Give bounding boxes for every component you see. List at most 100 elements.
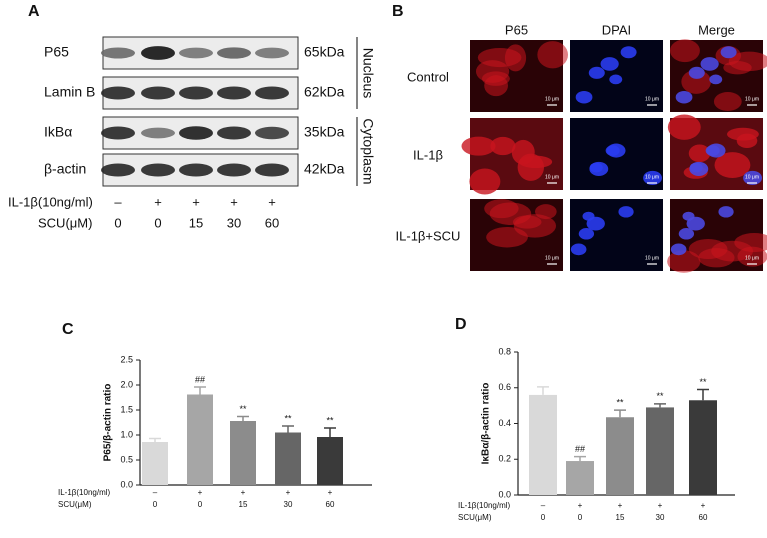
significance: ** — [699, 377, 707, 387]
blot-band — [179, 47, 213, 59]
nucleus — [643, 170, 663, 185]
size-label: 42kDa — [304, 161, 345, 177]
significance: ** — [656, 391, 664, 401]
treatment-value: + — [230, 194, 238, 209]
column-label: DPAI — [602, 22, 631, 37]
scale-label: 10 μm — [545, 174, 559, 180]
cell-stain — [481, 71, 510, 86]
protein-label: IkBα — [44, 124, 72, 140]
error-bar — [324, 427, 336, 437]
blot-band — [217, 163, 251, 177]
bar — [275, 432, 301, 485]
size-label: 35kDa — [304, 124, 345, 140]
treatment-value: + — [241, 488, 246, 497]
blot-band — [179, 86, 213, 100]
bar — [187, 394, 213, 485]
treatment-value: – — [153, 488, 158, 497]
treatment-value: 30 — [284, 500, 293, 509]
cell-stain — [713, 91, 742, 111]
cell-stain — [461, 136, 496, 156]
treatment-value: + — [192, 194, 200, 209]
blot-band — [217, 126, 251, 140]
cell-stain — [490, 136, 516, 156]
y-axis-label: IκBα/β-actin ratio — [481, 383, 492, 465]
treatment-value: 30 — [656, 513, 665, 522]
nucleus — [718, 206, 734, 218]
blot-band — [179, 163, 213, 177]
scale-label: 10 μm — [645, 174, 659, 180]
cell-stain — [477, 47, 522, 68]
treatment-name: IL-1β(10ng/ml) — [458, 501, 511, 510]
treatment-value: + — [286, 488, 291, 497]
y-tick-label: 0.5 — [120, 454, 133, 464]
blot-band — [141, 86, 175, 100]
nucleus — [743, 170, 763, 185]
bar — [230, 421, 256, 485]
cell-stain — [734, 233, 767, 253]
treatment-value: 15 — [189, 215, 203, 230]
blot-band — [255, 163, 289, 177]
bar — [606, 417, 634, 495]
significance: ** — [326, 415, 334, 425]
cell-stain — [667, 250, 701, 273]
bar — [529, 394, 557, 495]
treatment-value: 60 — [326, 500, 335, 509]
cell-stain — [727, 127, 759, 141]
nucleus — [688, 66, 705, 79]
y-tick-label: 0.0 — [120, 479, 133, 489]
scale-label: 10 μm — [745, 255, 759, 261]
y-tick-label: 1.5 — [120, 404, 133, 414]
blot-band — [179, 126, 213, 140]
treatment-value: 0 — [153, 500, 158, 509]
cell-stain — [669, 39, 700, 63]
size-label: 65kDa — [304, 44, 345, 60]
blot-band — [101, 163, 135, 177]
blot-band — [217, 86, 251, 100]
row-label: IL-1β+SCU — [396, 228, 461, 243]
blot-band — [255, 47, 289, 59]
scale-label: 10 μm — [645, 255, 659, 261]
protein-label: P65 — [44, 44, 69, 60]
treatment-value: 30 — [227, 215, 241, 230]
treatment-value: – — [541, 501, 546, 510]
bar — [142, 442, 168, 485]
treatment-value: 0 — [154, 215, 161, 230]
treatment-name: SCU(μM) — [58, 500, 92, 509]
blot-band — [255, 86, 289, 100]
treatment-value: 15 — [616, 513, 625, 522]
treatment-value: – — [114, 194, 122, 209]
treatment-value: + — [658, 501, 663, 510]
bar — [689, 400, 717, 495]
error-bar — [614, 409, 626, 418]
error-bar — [697, 388, 709, 401]
error-bar — [194, 386, 206, 395]
error-bar — [237, 415, 249, 421]
y-tick-label: 0.4 — [498, 418, 511, 428]
treatment-name: SCU(μM) — [38, 215, 92, 230]
panel-label: A — [28, 3, 40, 20]
cell-stain — [511, 139, 535, 165]
cell-stain — [667, 114, 701, 140]
panel-label: C — [62, 321, 74, 338]
nucleus — [620, 46, 637, 59]
nucleus — [582, 211, 595, 221]
nucleus — [618, 206, 634, 218]
treatment-value: 0 — [578, 513, 583, 522]
treatment-value: 60 — [699, 513, 708, 522]
cell-stain — [535, 204, 557, 220]
treatment-name: SCU(μM) — [458, 513, 492, 522]
blot-band — [141, 163, 175, 177]
treatment-value: 0 — [198, 500, 203, 509]
row-label: IL-1β — [413, 147, 443, 162]
nucleus — [705, 145, 720, 156]
nucleus — [589, 161, 609, 177]
blot-band — [101, 126, 135, 140]
nucleus — [670, 243, 687, 256]
significance: ## — [575, 444, 585, 454]
bar — [566, 461, 594, 495]
y-tick-label: 0.2 — [498, 454, 511, 464]
column-label: P65 — [505, 22, 528, 37]
nucleus — [700, 57, 719, 71]
y-tick-label: 0.0 — [498, 489, 511, 499]
